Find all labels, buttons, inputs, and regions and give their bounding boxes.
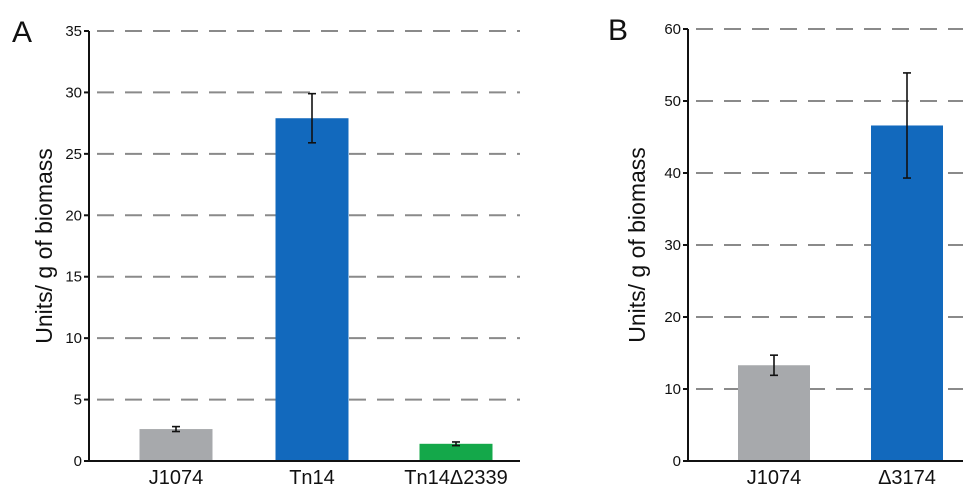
category-label: Tn14Δ2339: [404, 467, 507, 487]
bar-δ3174: [871, 125, 943, 461]
category-label: J1074: [747, 467, 802, 487]
y-tick-label: 0: [673, 453, 681, 470]
y-tick-label: 10: [664, 381, 681, 398]
y-tick-label: 30: [65, 84, 82, 101]
category-label: J1074: [149, 467, 204, 487]
y-axis-label: Units/ g of biomass: [31, 148, 57, 344]
y-tick-label: 60: [664, 21, 681, 38]
bar-tn14δ2339: [419, 443, 493, 461]
y-tick-label: 5: [74, 392, 82, 409]
chart-panel-b: B 0 10 20 30 40 50 60 J1074 Δ3174 Units/ g of biom…: [608, 14, 963, 487]
y-tick-label: 40: [664, 165, 681, 182]
y-tick-label: 0: [74, 453, 82, 470]
y-tick-label: 50: [664, 93, 681, 110]
panel-letter: A: [12, 16, 32, 49]
y-tick-label: 15: [65, 269, 82, 286]
bar-j1074: [139, 429, 213, 461]
panel-letter: B: [608, 14, 628, 47]
y-tick-label: 35: [65, 23, 82, 40]
y-tick-label: 25: [65, 146, 82, 163]
y-tick-label: 10: [65, 330, 82, 347]
category-label: Δ3174: [878, 467, 936, 487]
y-axis-label: Units/ g of biomass: [624, 147, 650, 343]
bar-j1074: [738, 365, 810, 461]
category-label: Tn14: [289, 467, 335, 487]
chart-panel-a: A 0 5 10 15 20 25 30 35 J1074 Tn14 Tn14Δ2339 Units/ …: [12, 16, 520, 487]
y-tick-label: 20: [664, 309, 681, 326]
bar-tn14: [275, 118, 349, 461]
y-tick-label: 30: [664, 237, 681, 254]
y-tick-label: 20: [65, 207, 82, 224]
